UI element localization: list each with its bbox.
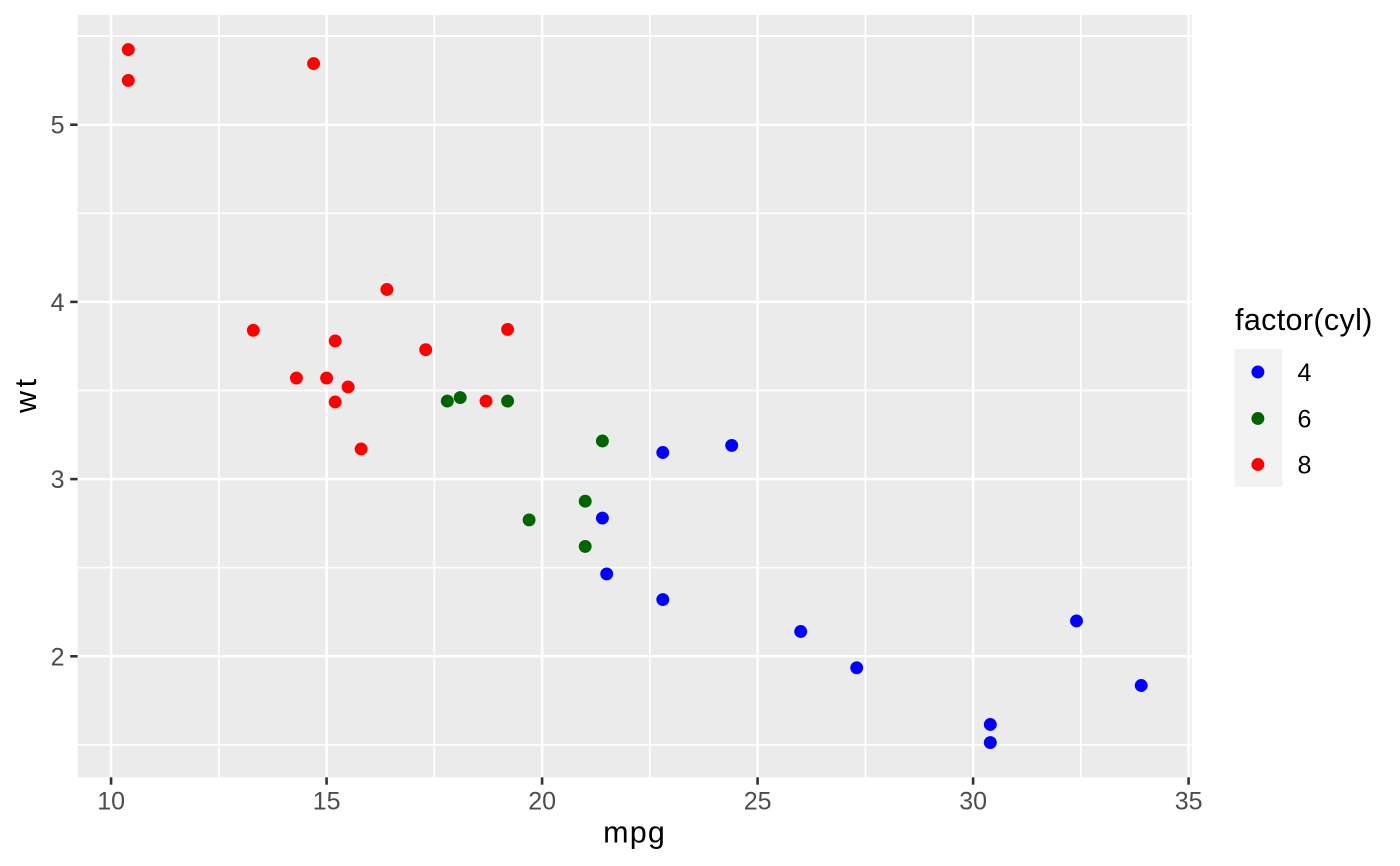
svg-text:35: 35 — [1175, 788, 1203, 816]
svg-text:6: 6 — [1298, 406, 1312, 434]
svg-text:4: 4 — [1298, 359, 1312, 387]
svg-text:2: 2 — [51, 643, 65, 671]
svg-text:wt: wt — [9, 375, 43, 414]
svg-text:mpg: mpg — [603, 816, 666, 850]
svg-text:30: 30 — [959, 788, 987, 816]
svg-text:25: 25 — [744, 788, 772, 816]
svg-text:3: 3 — [51, 466, 65, 494]
svg-text:20: 20 — [528, 788, 556, 816]
svg-text:10: 10 — [97, 788, 125, 816]
svg-text:4: 4 — [51, 289, 65, 317]
svg-text:5: 5 — [51, 112, 65, 140]
svg-text:factor(cyl): factor(cyl) — [1235, 303, 1373, 337]
svg-text:8: 8 — [1298, 452, 1312, 480]
svg-text:15: 15 — [313, 788, 341, 816]
